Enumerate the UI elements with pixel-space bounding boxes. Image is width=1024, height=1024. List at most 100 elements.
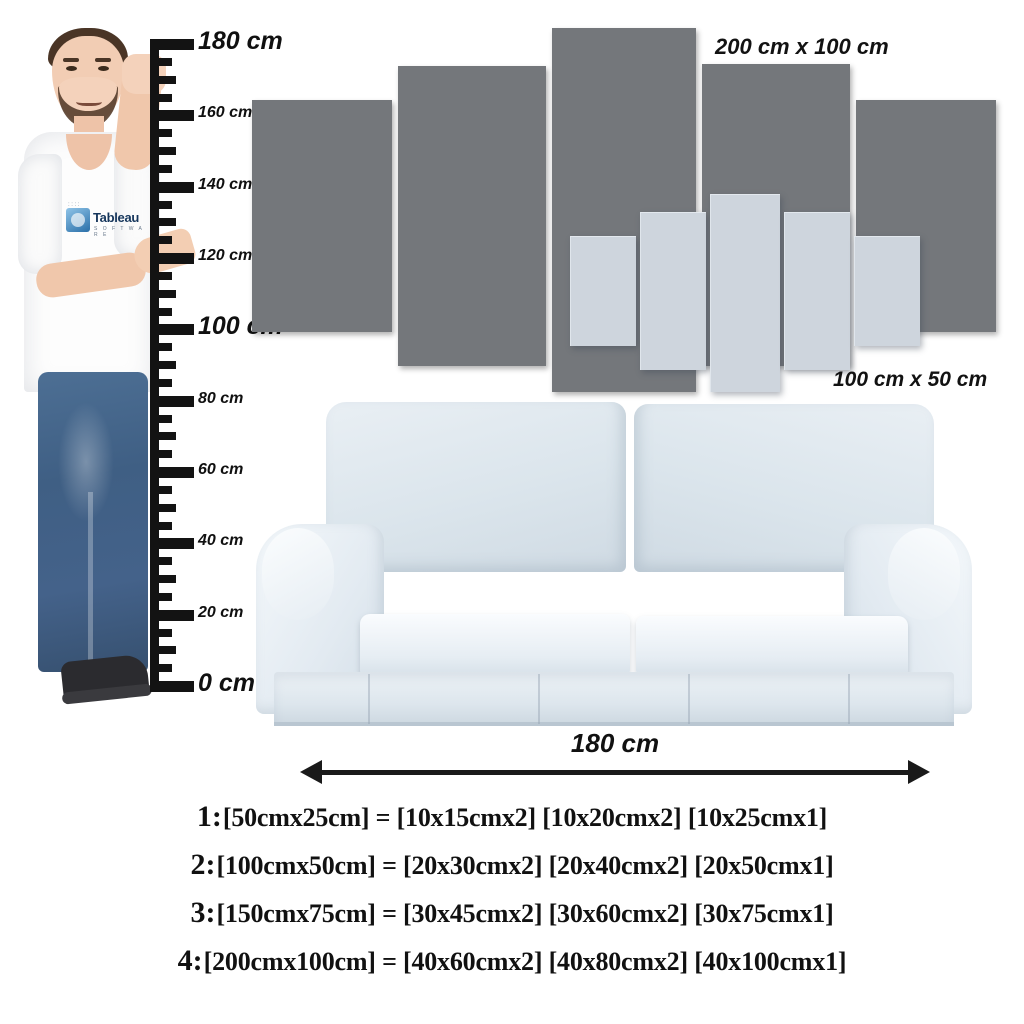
legend-row-number: 4:	[177, 944, 203, 977]
ruler-tick-minor	[150, 557, 172, 566]
tableau-logo: :::: Tableau S O F T W A R E	[66, 202, 146, 238]
skirt-fold	[368, 674, 370, 724]
ruler-tick-minor	[150, 57, 172, 66]
ruler-tick-minor	[150, 664, 172, 673]
legend-row: 2: [100cmx50cm] = [20x30cmx2] [20x40cmx2]…	[0, 848, 1024, 896]
sofa-width-dimension: 180 cm	[300, 728, 930, 786]
ruler-tick-minor	[150, 414, 172, 423]
small-panel-1	[570, 236, 636, 346]
ruler-tick-minor	[150, 378, 172, 387]
small-panel-5	[854, 236, 920, 346]
large-panel-2	[398, 66, 546, 366]
small-panel-4	[784, 212, 850, 370]
ruler-tick-minor	[150, 218, 176, 227]
ruler-tick-minor	[150, 521, 172, 530]
eye-right	[98, 66, 109, 71]
ruler-tick-minor	[150, 200, 172, 209]
legend-row: 1: [50cmx25cm] = [10x15cmx2] [10x20cmx2] …	[0, 800, 1024, 848]
logo-subtext: S O F T W A R E	[94, 226, 144, 238]
sleeve-left	[18, 154, 62, 274]
ruler-tick-minor	[150, 129, 172, 138]
ruler-label-120: 120 cm	[198, 247, 253, 264]
legend-row-number: 3:	[190, 896, 216, 929]
large-panel-1	[252, 100, 392, 332]
seat-cushion-left	[360, 614, 630, 676]
skirt-fold	[848, 674, 850, 724]
sofa-arm-roll-right	[888, 528, 960, 620]
skirt-fold	[538, 674, 540, 724]
height-ruler: 180 cm 160 cm 140 cm 120 cm 100 cm 80 cm 60 cm…	[150, 27, 283, 697]
ruler-tick-minor	[150, 575, 176, 583]
ruler-tick-major	[150, 253, 194, 264]
legend-row-text: [50cmx25cm] = [10x15cmx2] [10x20cmx2] [1…	[222, 803, 828, 832]
ruler-label-160: 160 cm	[198, 104, 253, 122]
ruler-label-140: 140 cm	[198, 175, 253, 193]
ruler-label-80: 80 cm	[198, 389, 244, 407]
ruler-tick-major	[150, 538, 194, 550]
legend-row-text: [200cmx100cm] = [40x60cmx2] [40x80cmx2] …	[203, 947, 847, 976]
sofa-width-label: 180 cm	[570, 728, 660, 758]
ruler-tick-minor	[150, 485, 172, 494]
ruler-tick-minor	[150, 503, 176, 512]
small-panel-2	[640, 212, 706, 370]
ruler-label-40: 40 cm	[198, 532, 244, 550]
small-panel-3	[710, 194, 780, 392]
dimension-line	[318, 770, 912, 775]
sofa-skirt	[274, 672, 954, 726]
ruler-tick-major	[150, 609, 194, 621]
ruler-tick-major	[150, 395, 194, 407]
ruler-label-0: 0 cm	[198, 669, 255, 697]
logo-wordmark: Tableau	[93, 210, 140, 225]
skirt-fold	[688, 674, 690, 724]
ruler-tick-minor	[150, 361, 176, 369]
ruler-tick-major	[150, 39, 194, 50]
ruler-tick-major	[150, 467, 194, 478]
ruler-tick-minor	[150, 450, 172, 459]
legend-row-text: [100cmx50cm] = [20x30cmx2] [20x40cmx2] […	[216, 851, 834, 880]
mouth	[76, 96, 102, 106]
ruler-tick-major	[150, 681, 194, 692]
logo-dots: ::::	[68, 202, 82, 208]
eyebrow-right	[95, 58, 111, 62]
ruler-tick-minor	[150, 236, 172, 245]
sofa-body	[248, 396, 976, 726]
legend-row-number: 2:	[190, 848, 216, 881]
legend-row-text: [150cmx75cm] = [30x45cmx2] [30x60cmx2] […	[216, 899, 834, 928]
ruler-label-180: 180 cm	[198, 27, 283, 55]
seat-cushion-right	[636, 616, 908, 676]
eyebrow-left	[63, 58, 79, 62]
person-figure: :::: Tableau S O F T W A R E	[18, 22, 198, 712]
canvas-panels-group	[240, 22, 1000, 402]
large-set-size-label: 200 cm x 100 cm	[715, 34, 889, 59]
ruler-tick-minor	[150, 432, 176, 441]
ruler-tick-major	[150, 110, 194, 122]
jeans	[38, 372, 148, 672]
ruler-tick-minor	[150, 628, 172, 637]
jeans-highlight	[58, 402, 114, 522]
ruler-tick-minor	[150, 271, 172, 280]
ruler-tick-major	[150, 324, 194, 336]
legend-row-number: 1:	[196, 800, 222, 833]
ruler-tick-major	[150, 181, 194, 193]
legend-row: 3: [150cmx75cm] = [30x45cmx2] [30x60cmx2]…	[0, 896, 1024, 944]
ruler-tick-minor	[150, 164, 172, 173]
ruler-tick-minor	[150, 646, 176, 655]
ruler-tick-minor	[150, 93, 172, 102]
ruler-tick-minor	[150, 592, 172, 601]
sofa-illustration	[248, 396, 976, 726]
ruler-tick-minor	[150, 343, 172, 352]
ruler-label-60: 60 cm	[198, 461, 244, 478]
ruler-tick-minor	[150, 147, 176, 155]
ruler-label-20: 20 cm	[198, 603, 244, 621]
arrow-right-icon	[908, 760, 930, 784]
ruler-tick-minor	[150, 75, 176, 84]
legend-row: 4: [200cmx100cm] = [40x60cmx2] [40x80cmx2…	[0, 944, 1024, 992]
arrow-left-icon	[300, 760, 322, 784]
eye-left	[66, 66, 77, 71]
logo-mark-icon	[66, 208, 90, 232]
small-set-size-label: 100 cm x 50 cm	[833, 368, 988, 391]
sofa-arm-roll-left	[262, 528, 334, 620]
ruler-tick-minor	[150, 289, 176, 298]
ruler-tick-minor	[150, 307, 172, 316]
